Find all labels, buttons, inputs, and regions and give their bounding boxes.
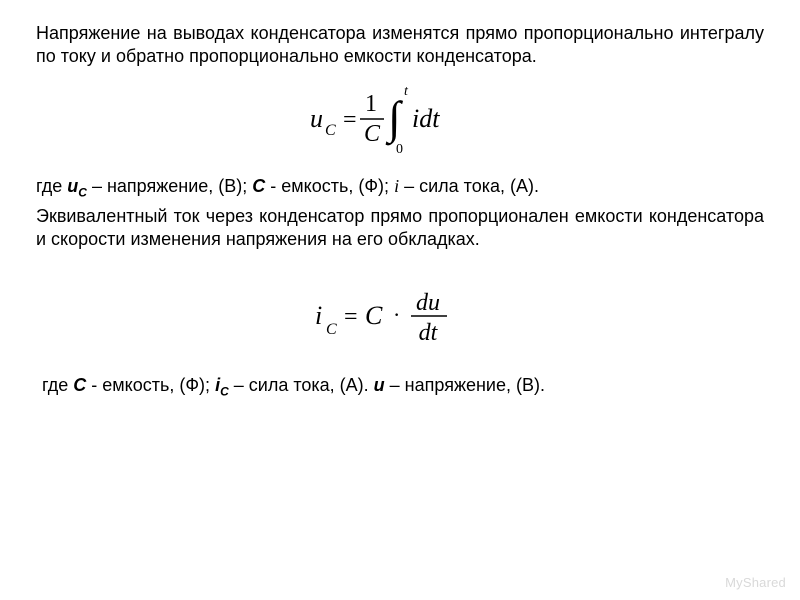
f2-dot: ·: [393, 302, 400, 327]
def2-i-txt: – сила тока, (А).: [229, 375, 374, 395]
definitions-2: где C - емкость, (Ф); iC – сила тока, (А…: [42, 374, 764, 400]
def2-c-txt: - емкость, (Ф);: [86, 375, 215, 395]
f1-integrand: idt: [412, 104, 440, 133]
page: Напряжение на выводах конденсатора измен…: [0, 0, 800, 400]
f1-den: C: [364, 121, 381, 147]
formula-2: i C = C · du dt: [36, 284, 764, 348]
f1-lhs-var: u: [310, 104, 323, 133]
formula-1: u C = 1 C ∫ t 0 idt: [36, 79, 764, 157]
def1-u-sub: C: [78, 186, 87, 200]
def1-i-txt: – сила тока, (А).: [399, 176, 539, 196]
f1-upper: t: [404, 84, 409, 99]
f1-lhs-sub: C: [325, 122, 336, 139]
watermark: MyShared: [725, 575, 786, 590]
def1-u-txt: – напряжение, (В);: [87, 176, 252, 196]
f2-num: du: [416, 290, 440, 316]
f1-lower: 0: [396, 142, 403, 157]
def1-c-txt: - емкость, (Ф);: [265, 176, 394, 196]
paragraph-2: Эквивалентный ток через конденсатор прям…: [36, 205, 764, 250]
def2-pre: где: [42, 375, 73, 395]
def1-u: u: [67, 176, 78, 196]
f2-coef: C: [365, 301, 383, 330]
def1-pre: где: [36, 176, 67, 196]
def2-c: C: [73, 375, 86, 395]
definitions-1: где uC – напряжение, (В); C - емкость, (…: [36, 175, 764, 201]
f1-integral: ∫: [385, 92, 403, 146]
f1-num: 1: [365, 91, 377, 117]
f1-equals: =: [343, 107, 357, 133]
def1-c: C: [252, 176, 265, 196]
def2-i-sub: C: [220, 385, 229, 399]
paragraph-1: Напряжение на выводах конденсатора измен…: [36, 22, 764, 67]
def2-u-txt: – напряжение, (В).: [385, 375, 545, 395]
f2-lhs-var: i: [315, 301, 322, 330]
f2-lhs-sub: C: [326, 321, 337, 338]
f2-den: dt: [419, 320, 439, 346]
def2-u: u: [374, 375, 385, 395]
f2-equals: =: [344, 304, 358, 330]
